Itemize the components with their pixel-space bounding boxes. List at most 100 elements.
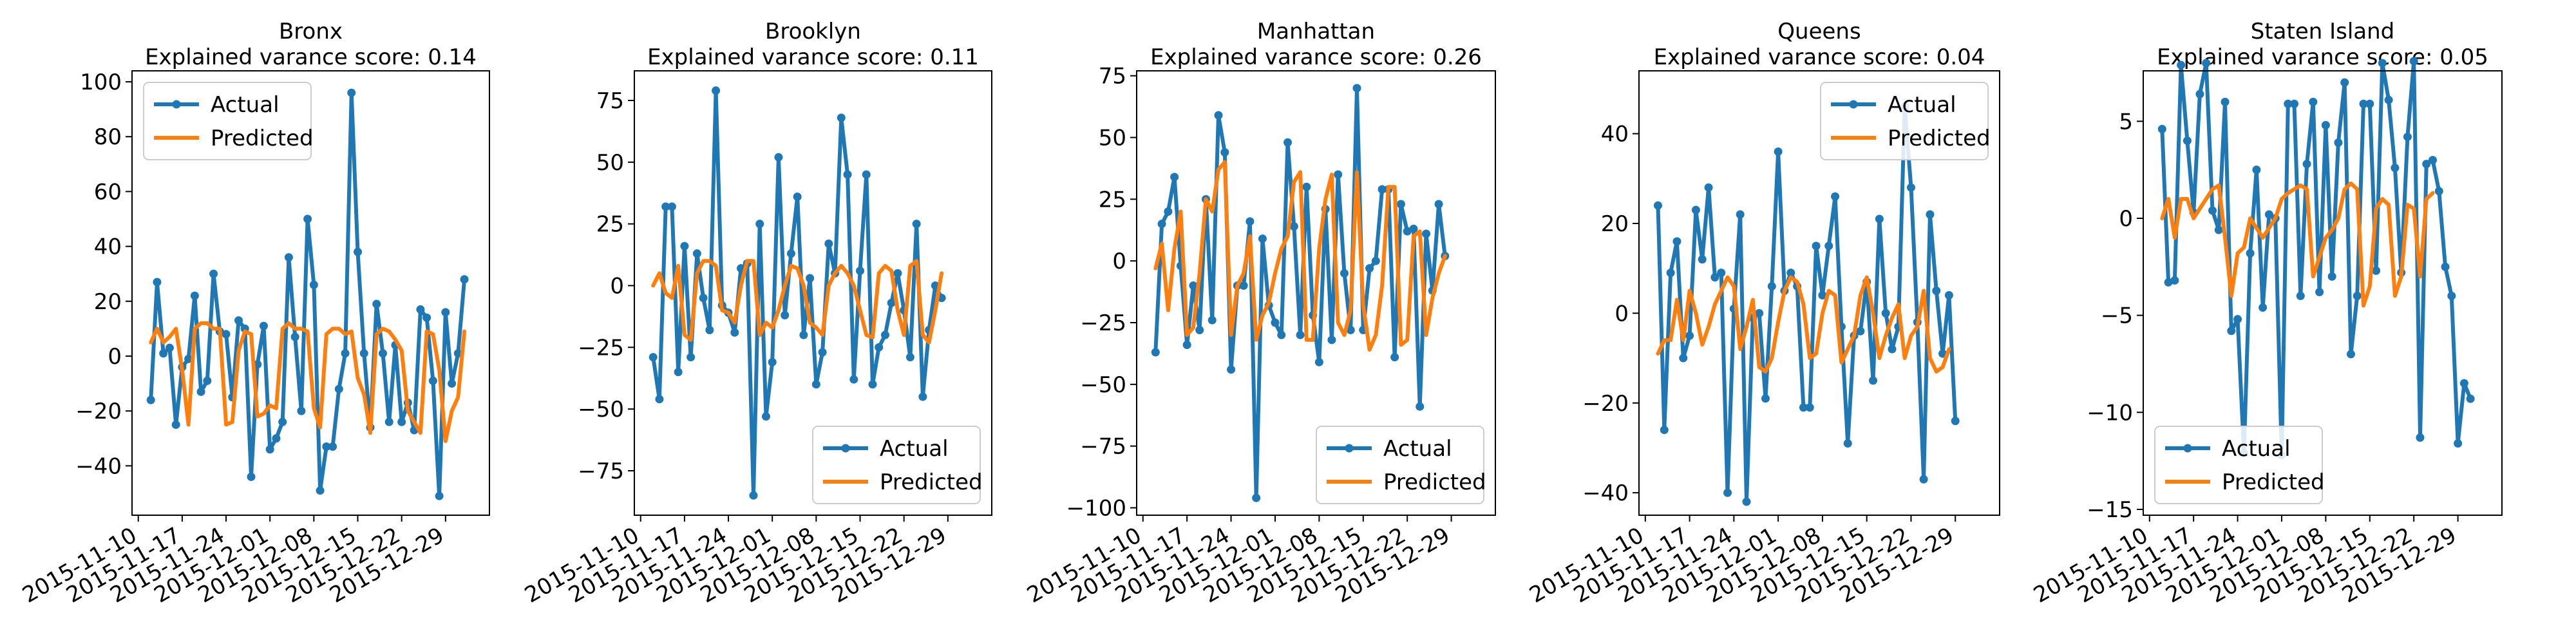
y-tick-label: 20 — [94, 289, 122, 315]
data-point-actual — [354, 247, 363, 256]
data-point-actual — [1327, 336, 1336, 345]
data-point-actual — [1660, 426, 1669, 435]
legend-label: Predicted — [1888, 126, 1991, 151]
data-point-actual — [272, 434, 281, 443]
data-point-actual — [2157, 124, 2166, 133]
data-point-actual — [1869, 376, 1878, 385]
data-point-actual — [347, 88, 356, 97]
plot-frame — [1638, 70, 2000, 516]
y-tick-label: 80 — [94, 124, 122, 150]
y-tick-label: 100 — [80, 70, 122, 95]
legend-marker — [1849, 100, 1858, 109]
data-point-actual — [793, 193, 802, 201]
data-point-actual — [1824, 242, 1833, 251]
data-point-actual — [1283, 138, 1293, 147]
data-point-actual — [2384, 95, 2393, 104]
data-point-actual — [448, 379, 457, 388]
data-point-actual — [322, 442, 331, 451]
data-point-actual — [1378, 185, 1387, 194]
data-point-actual — [428, 376, 437, 385]
data-point-actual — [1710, 273, 1719, 282]
data-point-actual — [1340, 269, 1349, 278]
legend-label: Actual — [1383, 436, 1452, 462]
y-tick-label: −10 — [2087, 400, 2133, 426]
data-point-actual — [303, 214, 312, 223]
data-point-actual — [1157, 220, 1166, 229]
data-point-actual — [786, 249, 795, 258]
data-point-actual — [1799, 403, 1808, 412]
data-point-actual — [1831, 192, 1840, 201]
data-point-actual — [1271, 318, 1280, 327]
data-point-actual — [1653, 201, 1662, 210]
data-point-actual — [1164, 207, 1173, 216]
data-point-actual — [2334, 138, 2343, 147]
data-point-actual — [2164, 278, 2173, 287]
data-point-actual — [222, 330, 231, 339]
legend: Actual Predicted — [143, 82, 314, 160]
data-point-actual — [1812, 242, 1821, 251]
y-tick-label: −20 — [75, 399, 122, 424]
plot-frame — [634, 70, 992, 516]
y-tick-label: 75 — [596, 88, 624, 114]
data-point-actual — [1723, 488, 1732, 497]
data-point-actual — [1786, 269, 1795, 278]
data-point-actual — [818, 348, 827, 357]
data-point-actual — [1346, 326, 1355, 334]
data-point-actual — [190, 291, 199, 300]
data-point-actual — [2246, 249, 2255, 258]
chart-title: Queens — [1777, 19, 1861, 44]
data-point-actual — [837, 113, 846, 122]
y-tick-label: 0 — [1112, 249, 1126, 274]
data-point-actual — [2416, 433, 2425, 442]
data-point-actual — [146, 395, 155, 404]
chart-subtitle: Explained varance score: 0.26 — [1150, 44, 1482, 70]
data-point-actual — [1245, 217, 1255, 226]
data-point-actual — [1352, 84, 1361, 93]
y-tick-label: 50 — [1099, 126, 1126, 151]
data-point-actual — [1208, 316, 1217, 325]
data-point-actual — [1403, 227, 1412, 236]
data-point-actual — [661, 202, 670, 211]
legend-label: Actual — [1888, 92, 1956, 118]
data-point-actual — [203, 376, 212, 385]
data-point-actual — [1371, 256, 1380, 265]
data-point-actual — [1214, 111, 1223, 120]
data-point-actual — [687, 353, 696, 362]
chart-subtitle: Explained varance score: 0.04 — [1654, 44, 1985, 70]
data-point-actual — [1409, 224, 1418, 233]
data-point-actual — [1919, 475, 1928, 484]
series-line-predicted — [651, 259, 944, 345]
data-point-actual — [1875, 214, 1884, 223]
data-point-actual — [372, 299, 381, 308]
data-point-actual — [378, 349, 387, 358]
data-point-actual — [2459, 379, 2468, 388]
data-point-actual — [2346, 350, 2355, 359]
y-tick-label: −75 — [578, 459, 624, 484]
legend: Actual Predicted — [812, 426, 983, 504]
chart-subtitle: Explained varance score: 0.14 — [145, 44, 477, 70]
data-point-actual — [309, 280, 318, 289]
data-point-actual — [1932, 287, 1941, 296]
data-point-actual — [2252, 166, 2261, 175]
y-tick-label: −100 — [1066, 496, 1126, 522]
data-point-actual — [1277, 330, 1286, 339]
data-point-actual — [2429, 156, 2438, 165]
data-point-actual — [1774, 147, 1783, 156]
y-tick-label: 25 — [1099, 187, 1126, 213]
data-point-actual — [918, 392, 927, 401]
chart-title: Brooklyn — [765, 19, 861, 44]
data-point-actual — [265, 445, 274, 454]
data-point-actual — [2340, 78, 2349, 87]
data-point-actual — [1805, 403, 1814, 412]
data-point-actual — [2302, 160, 2311, 169]
legend-label: Actual — [880, 436, 949, 462]
data-point-actual — [359, 349, 368, 358]
chart-subtitle: Explained varance score: 0.05 — [2157, 44, 2488, 70]
data-point-actual — [1396, 200, 1405, 209]
plot-frame — [131, 70, 490, 516]
legend-box — [2154, 426, 2323, 504]
data-point-actual — [2365, 99, 2374, 108]
